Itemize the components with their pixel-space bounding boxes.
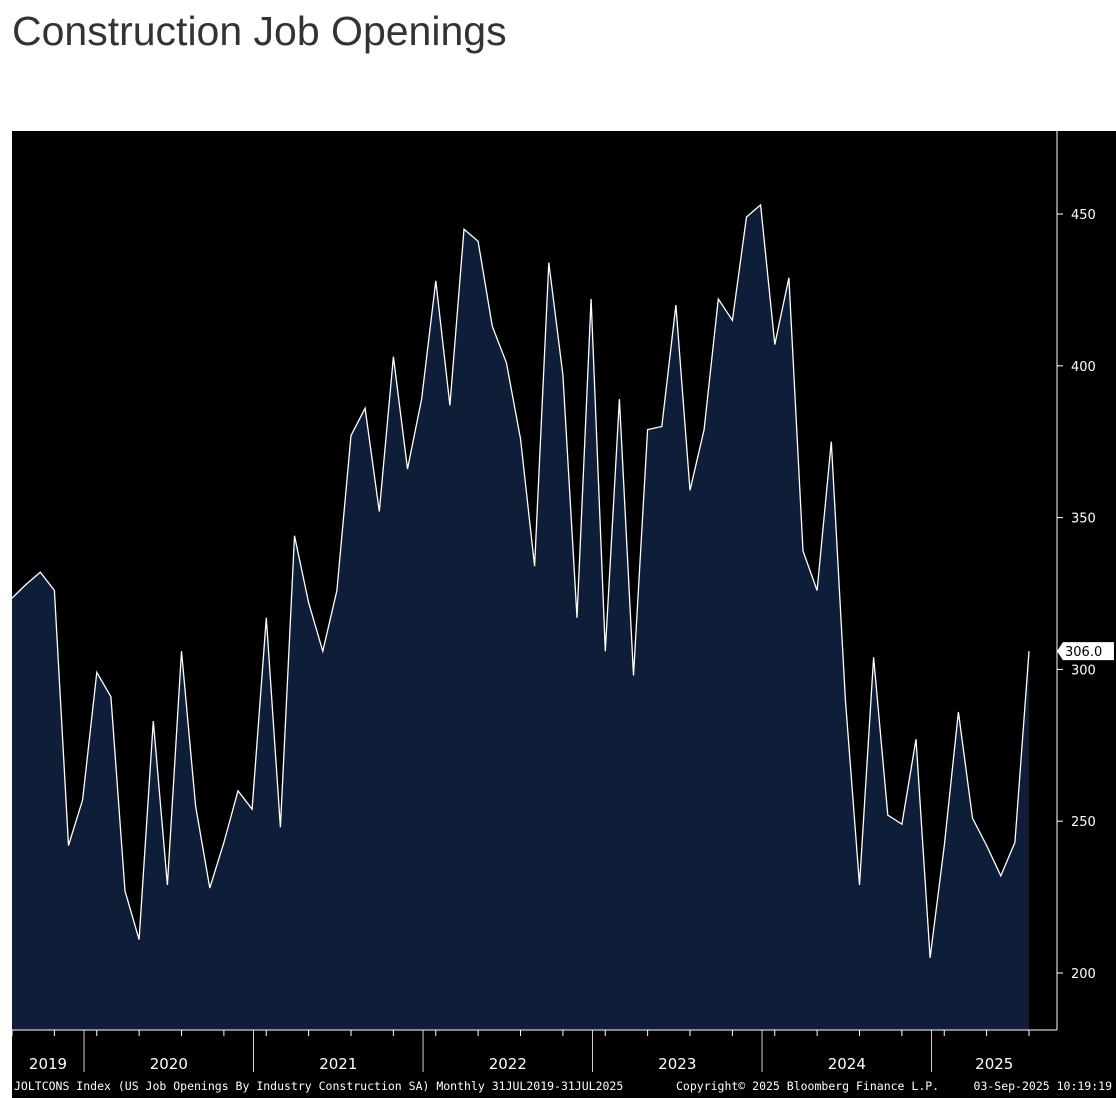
footer-source: JOLTCONS Index (US Job Openings By Indus…	[14, 1079, 623, 1093]
x-year-label: 2020	[150, 1055, 188, 1073]
chart-title: Construction Job Openings	[12, 8, 507, 54]
x-year-label: 2024	[828, 1055, 866, 1073]
y-tick-label: 250	[1071, 815, 1096, 830]
y-tick-label: 450	[1071, 208, 1096, 223]
area-fill	[12, 204, 1029, 1030]
y-tick-label: 200	[1071, 967, 1096, 982]
y-tick-label: 300	[1071, 663, 1096, 678]
y-tick-label: 400	[1071, 360, 1096, 375]
x-year-label: 2022	[489, 1055, 527, 1073]
footer-timestamp: 03-Sep-2025 10:19:19	[974, 1079, 1113, 1093]
footer-copyright: Copyright© 2025 Bloomberg Finance L.P.	[676, 1079, 939, 1093]
x-year-label: 2021	[319, 1055, 357, 1073]
x-year-label: 2023	[658, 1055, 696, 1073]
y-tick-label: 350	[1071, 512, 1096, 527]
last-value-label: 306.0	[1065, 645, 1102, 660]
last-value-tag	[1057, 642, 1114, 661]
x-year-label: 2019	[29, 1055, 67, 1073]
x-year-label: 2025	[975, 1055, 1013, 1073]
